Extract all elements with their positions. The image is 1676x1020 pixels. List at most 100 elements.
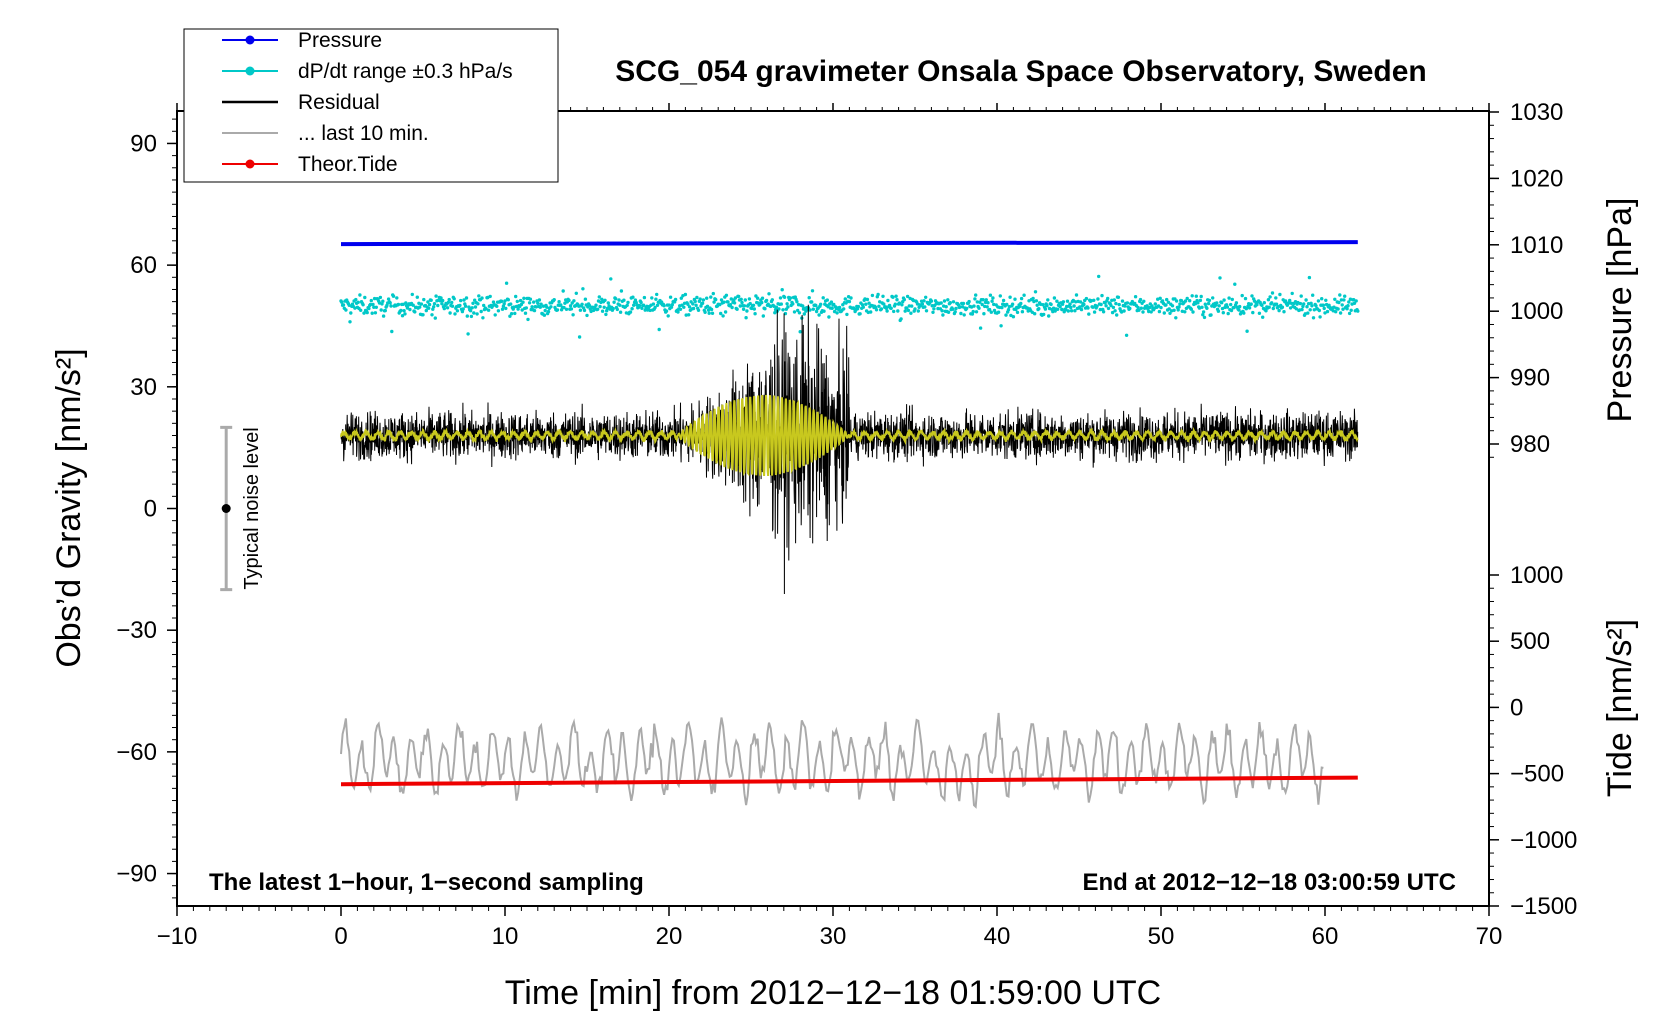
dpdt-point: [843, 297, 847, 301]
dpdt-point: [961, 301, 966, 306]
dpdt-point: [1061, 300, 1066, 304]
dpdt-point: [802, 312, 806, 316]
dpdt-point: [797, 311, 802, 315]
dpdt-point: [653, 305, 657, 310]
dpdt-point: [1019, 301, 1023, 306]
dpdt-point: [532, 308, 537, 313]
dpdt-point: [522, 296, 526, 300]
dpdt-point: [464, 296, 469, 300]
dpdt-point: [909, 311, 913, 315]
dpdt-point: [664, 309, 669, 313]
dpdt-point: [897, 301, 902, 305]
legend-box: [183, 28, 559, 183]
dpdt-point: [604, 312, 608, 317]
dpdt-point: [940, 309, 944, 313]
dpdt-point: [600, 309, 605, 313]
dpdt-point: [679, 296, 683, 300]
dpdt-point: [1000, 305, 1004, 310]
dpdt-point: [1262, 301, 1267, 305]
dpdt-point: [537, 298, 542, 302]
dpdt-point: [1099, 302, 1103, 307]
dpdt-point: [538, 305, 542, 309]
dpdt-point: [1311, 316, 1316, 320]
dpdt-point: [814, 303, 818, 308]
pressure-tick-label: 1010: [1510, 232, 1563, 259]
dpdt-point: [1022, 293, 1026, 297]
dpdt-point: [1106, 306, 1111, 311]
dpdt-point: [453, 312, 457, 316]
dpdt-point: [741, 307, 746, 311]
dpdt-point: [1268, 295, 1272, 299]
dpdt-point: [974, 293, 978, 297]
dpdt-point: [1020, 310, 1025, 314]
dpdt-point: [1255, 303, 1259, 307]
dpdt-point: [895, 298, 899, 302]
dpdt-point: [1106, 296, 1110, 301]
dpdt-point: [404, 301, 408, 305]
dpdt-point: [1225, 305, 1230, 309]
chart-title: SCG_054 gravimeter Onsala Space Observat…: [615, 55, 1427, 88]
dpdt-point: [1308, 308, 1312, 312]
dpdt-point: [684, 313, 688, 317]
dpdt-point: [459, 298, 463, 303]
dpdt-point: [1128, 306, 1132, 311]
dpdt-point: [528, 297, 533, 301]
dpdt-point: [1147, 309, 1151, 314]
dpdt-point: [450, 300, 454, 305]
dpdt-point: [1302, 302, 1306, 306]
dpdt-point: [983, 304, 987, 309]
dpdt-point: [779, 302, 783, 306]
dpdt-point: [673, 297, 678, 302]
dpdt-point: [998, 294, 1002, 298]
dpdt-point: [1240, 293, 1244, 298]
dpdt-point: [1074, 293, 1079, 297]
dpdt-point: [363, 295, 367, 300]
dpdt-point: [712, 300, 716, 304]
dpdt-point: [760, 296, 765, 300]
dpdt-point: [869, 310, 873, 314]
dpdt-point: [1221, 311, 1226, 315]
dpdt-point: [944, 305, 948, 309]
dpdt-point: [603, 298, 607, 302]
dpdt-point: [1141, 310, 1145, 314]
dpdt-point: [981, 298, 985, 302]
dpdt-point: [856, 304, 861, 309]
x-tick-label: −10: [157, 923, 198, 950]
dpdt-point: [1125, 301, 1130, 305]
dpdt-point: [788, 296, 793, 300]
dpdt-point: [484, 307, 488, 311]
dpdt-point: [1342, 298, 1346, 302]
dpdt-point: [913, 307, 917, 311]
dpdt-point: [476, 302, 480, 306]
dpdt-point: [761, 314, 765, 318]
dpdt-point: [1347, 300, 1351, 304]
dpdt-point: [1043, 307, 1048, 311]
dpdt-point: [695, 295, 699, 300]
dpdt-point: [923, 305, 927, 309]
dpdt-point: [786, 305, 790, 309]
dpdt-point: [481, 316, 485, 320]
dpdt-point: [1349, 308, 1353, 312]
dpdt-point: [460, 309, 465, 314]
dpdt-point: [495, 304, 499, 308]
dpdt-point: [985, 305, 989, 309]
dpdt-point: [1282, 310, 1286, 314]
legend-marker: [245, 159, 255, 169]
dpdt-point: [971, 309, 975, 314]
dpdt-point: [493, 313, 497, 317]
dpdt-point: [585, 313, 589, 318]
dpdt-point: [899, 317, 903, 321]
dpdt-point: [1257, 311, 1262, 315]
dpdt-point: [536, 301, 540, 305]
dpdt-point: [728, 303, 733, 307]
dpdt-point: [639, 300, 643, 305]
dpdt-point: [1209, 313, 1213, 317]
dpdt-point: [941, 313, 945, 317]
x-tick-label: 50: [1148, 923, 1175, 950]
dpdt-point: [354, 297, 358, 302]
dpdt-point: [513, 311, 517, 316]
dpdt-point: [482, 303, 486, 308]
dpdt-point: [1136, 305, 1140, 310]
dpdt-point: [1288, 298, 1292, 303]
dpdt-point: [714, 297, 718, 302]
